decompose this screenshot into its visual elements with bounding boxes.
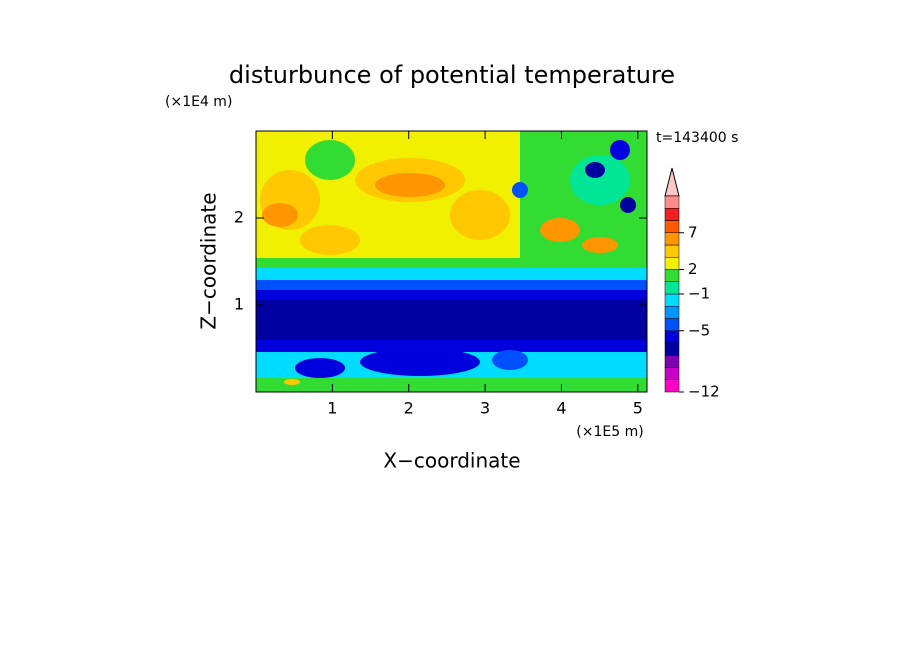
colorbar-box	[664, 355, 680, 368]
x-tick-label: 2	[404, 399, 414, 418]
colorbar-tick-label: −1	[688, 285, 710, 303]
time-label: t=143400 s	[656, 130, 738, 146]
colorbar-box	[664, 367, 680, 380]
colorbar-box	[664, 330, 680, 344]
colorbar-box	[664, 306, 680, 319]
colorbar-box	[664, 195, 680, 209]
contour-field	[256, 131, 647, 392]
colorbar-box	[664, 342, 680, 356]
colorbar-box	[664, 379, 680, 393]
colorbar-box	[664, 257, 680, 270]
colorbar-box	[664, 208, 680, 221]
x-tick-label: 5	[633, 399, 643, 418]
colorbar-tick-label: 2	[688, 260, 698, 278]
colorbar-box	[664, 293, 680, 307]
y-tick-label: 1	[234, 295, 244, 314]
chart-title: disturbunce of potential temperature	[229, 61, 675, 89]
colorbar-tick-label: −12	[688, 383, 720, 401]
colorbar-tick-label: 7	[688, 223, 698, 241]
y-axis-label: Z−coordinate	[197, 192, 221, 329]
x-unit: (×1E5 m)	[576, 424, 643, 440]
colorbar-box	[664, 318, 680, 331]
colorbar-box	[664, 244, 680, 258]
colorbar-extension	[664, 167, 680, 197]
colorbar-box	[664, 220, 680, 233]
colorbar-box	[664, 281, 680, 295]
colorbar-box	[664, 232, 680, 246]
x-tick-label: 1	[327, 399, 337, 418]
x-axis-label: X−coordinate	[383, 449, 520, 473]
y-unit: (×1E4 m)	[165, 94, 232, 110]
x-tick-label: 3	[480, 399, 490, 418]
plot-frame	[255, 130, 648, 393]
y-tick-label: 2	[234, 208, 244, 227]
colorbar-box	[664, 269, 680, 282]
colorbar-tick-label: −5	[688, 321, 710, 339]
x-tick-label: 4	[556, 399, 566, 418]
